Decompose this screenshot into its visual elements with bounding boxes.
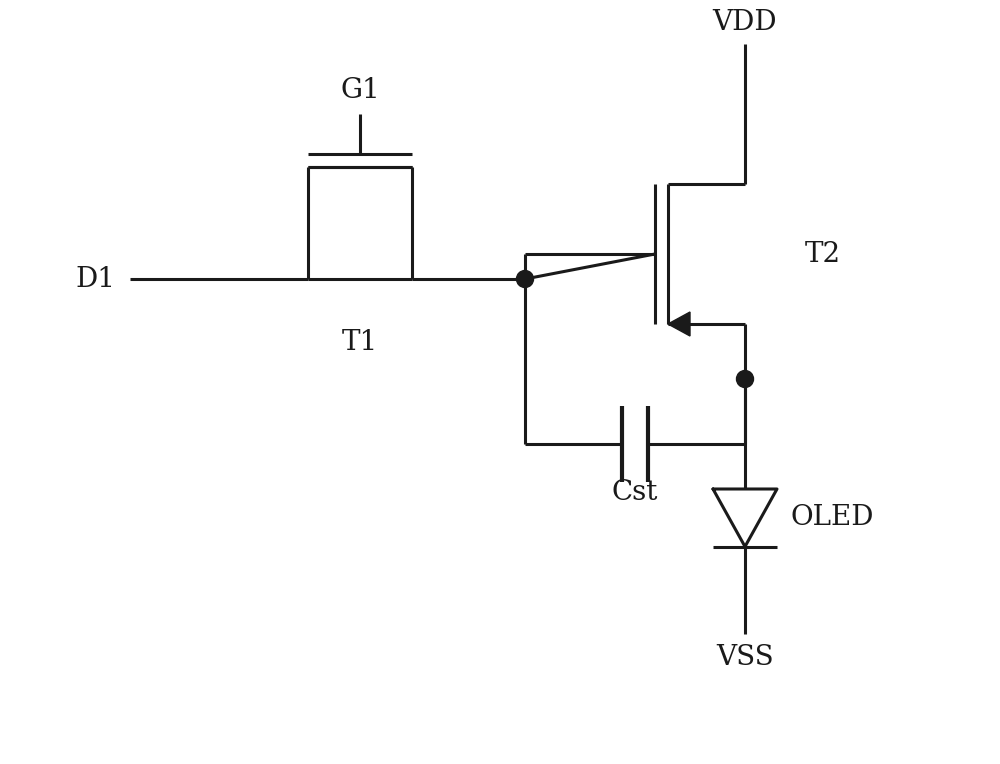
Text: VDD: VDD bbox=[713, 9, 777, 36]
Text: D1: D1 bbox=[75, 266, 115, 293]
Text: G1: G1 bbox=[340, 77, 380, 104]
Text: Cst: Cst bbox=[612, 479, 658, 506]
Text: T2: T2 bbox=[805, 241, 841, 267]
Circle shape bbox=[516, 270, 534, 287]
Circle shape bbox=[736, 371, 754, 387]
Text: T1: T1 bbox=[342, 329, 378, 356]
Text: OLED: OLED bbox=[790, 504, 874, 531]
Text: VSS: VSS bbox=[716, 644, 774, 671]
Polygon shape bbox=[668, 312, 690, 336]
